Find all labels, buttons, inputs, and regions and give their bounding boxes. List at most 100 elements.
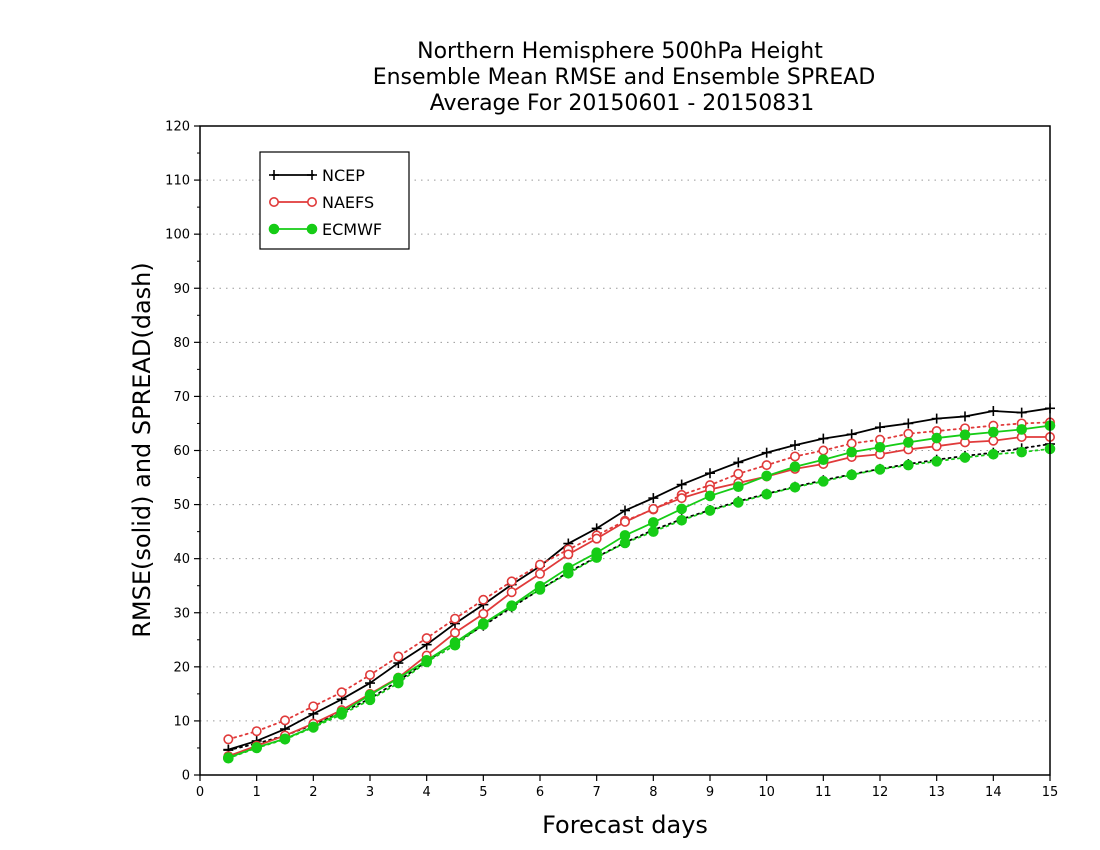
series-ecmwf-spread-point	[704, 505, 716, 516]
x-tick-label: 8	[649, 785, 657, 800]
series-naefs-rmse-point	[449, 627, 460, 638]
legend-marker-ecmwf	[268, 223, 280, 235]
series-naefs-rmse-point	[563, 549, 574, 560]
series-naefs-spread-point	[478, 594, 489, 605]
x-tick-label: 5	[479, 785, 487, 800]
y-axis-label: RMSE(solid) and SPREAD(dash)	[128, 262, 156, 638]
series-ecmwf-spread-point	[846, 469, 857, 481]
series-ecmwf-rmse-point	[449, 637, 461, 648]
series-naefs-spread-point	[421, 633, 432, 644]
legend-marker-naefs	[306, 197, 317, 208]
series-naefs-rmse-point	[619, 516, 630, 527]
series-ecmwf-spread-point	[648, 526, 659, 537]
series-ecmwf-rmse-point	[251, 742, 262, 753]
legend-marker-naefs	[268, 197, 279, 208]
x-tick-label: 7	[593, 785, 601, 800]
series-ecmwf-rmse-point	[1016, 424, 1027, 435]
series-ecmwf-rmse-point	[478, 618, 489, 629]
x-tick-label: 11	[815, 785, 832, 800]
series-ncep-rmse-point	[761, 447, 772, 458]
series-ecmwf-rmse-point	[506, 600, 517, 612]
series-ncep-rmse-point	[790, 440, 800, 451]
series-ecmwf-spread-point	[903, 459, 914, 471]
series-ecmwf-rmse-point	[279, 733, 291, 745]
series-ecmwf-rmse-point	[988, 426, 999, 438]
x-tick-label: 10	[758, 785, 775, 800]
series-naefs-spread-point	[903, 428, 914, 439]
series-ncep-rmse-point	[733, 457, 744, 468]
series-ecmwf-spread-point	[761, 489, 772, 500]
series-ecmwf-rmse-point	[534, 580, 546, 592]
series-ecmwf-rmse-point	[619, 530, 631, 541]
y-tick-label: 20	[173, 660, 190, 675]
series-ncep-rmse-point	[960, 411, 970, 422]
x-tick-label: 13	[928, 785, 945, 800]
series-naefs-rmse-point	[988, 435, 999, 446]
chart-title-line-1: Northern Hemisphere 500hPa Height	[417, 39, 823, 64]
legend-marker-ncep	[307, 170, 317, 180]
series-ncep-rmse-point	[846, 429, 857, 440]
series-ecmwf-spread-point	[1016, 446, 1027, 458]
x-tick-label: 0	[196, 785, 204, 800]
series-ecmwf-rmse-point	[959, 429, 971, 441]
series-ecmwf-rmse-point	[648, 517, 659, 528]
series-naefs-spread-point	[308, 701, 319, 712]
series-ecmwf	[223, 420, 1056, 764]
series-ncep-rmse-point	[988, 406, 999, 417]
series-ecmwf-rmse-point	[761, 470, 772, 482]
series-ecmwf-spread-point	[733, 497, 744, 508]
series-ecmwf-rmse-point	[308, 721, 319, 733]
legend-item-naefs: NAEFS	[268, 193, 374, 212]
series-ecmwf-rmse-point	[704, 490, 716, 502]
series-ecmwf-spread-point	[988, 448, 999, 460]
x-tick-label: 12	[872, 785, 889, 800]
series-ncep-rmse-point	[1016, 407, 1027, 418]
legend: NCEP NAEFS ECMWF	[259, 151, 410, 250]
series-ecmwf-rmse-point	[336, 706, 347, 718]
legend-marker-ecmwf	[306, 223, 318, 235]
series-layer	[223, 403, 1056, 764]
series-naefs-rmse-point	[478, 608, 489, 619]
y-tick-label: 50	[173, 498, 190, 513]
legend-label-naefs: NAEFS	[322, 193, 374, 212]
series-ncep	[223, 403, 1055, 756]
series-naefs-spread-point	[251, 726, 262, 737]
series-ecmwf-rmse-point	[931, 432, 942, 444]
series-ecmwf-rmse-point	[393, 672, 404, 684]
legend-item-ncep: NCEP	[269, 166, 365, 185]
series-naefs-spread-point	[393, 651, 404, 662]
series-naefs-spread-line	[227, 421, 1051, 741]
series-ecmwf-spread-point	[676, 514, 687, 526]
series-naefs-spread-point	[336, 687, 347, 698]
series-ecmwf-rmse-point	[789, 461, 801, 473]
y-tick-label: 0	[182, 769, 190, 784]
chart-title-line-3: Average For 20150601 - 20150831	[430, 91, 815, 116]
series-naefs-spread-point	[761, 460, 772, 471]
series-ncep-rmse-line	[228, 407, 1051, 751]
x-axis-label: Forecast days	[542, 811, 708, 839]
series-ecmwf-rmse-point	[846, 446, 857, 458]
series-ecmwf-spread-point	[959, 452, 971, 463]
series-ncep-rmse-point	[648, 493, 659, 504]
series-ecmwf-rmse-point	[563, 562, 574, 574]
series-ecmwf-rmse-point	[818, 454, 829, 465]
series-naefs-spread-point	[449, 613, 460, 624]
series-naefs-spread-point	[846, 438, 857, 449]
x-tick-label: 4	[423, 785, 431, 800]
series-naefs-spread-point	[818, 445, 829, 456]
series-ncep-rmse-point	[818, 433, 829, 444]
x-tick-label: 15	[1042, 785, 1059, 800]
x-tick-label: 6	[536, 785, 544, 800]
y-tick-label: 100	[165, 228, 190, 243]
series-naefs-spread-point	[364, 669, 375, 680]
gridlines	[200, 179, 1050, 722]
x-tick-label: 3	[366, 785, 374, 800]
series-ecmwf-rmse-point	[364, 689, 376, 701]
series-naefs-rmse-point	[506, 587, 517, 598]
series-ecmwf-spread-point	[818, 476, 829, 487]
series-naefs-rmse-point	[591, 533, 602, 544]
series-ecmwf-rmse-point	[223, 752, 234, 763]
series-naefs-spread-point	[534, 559, 545, 570]
